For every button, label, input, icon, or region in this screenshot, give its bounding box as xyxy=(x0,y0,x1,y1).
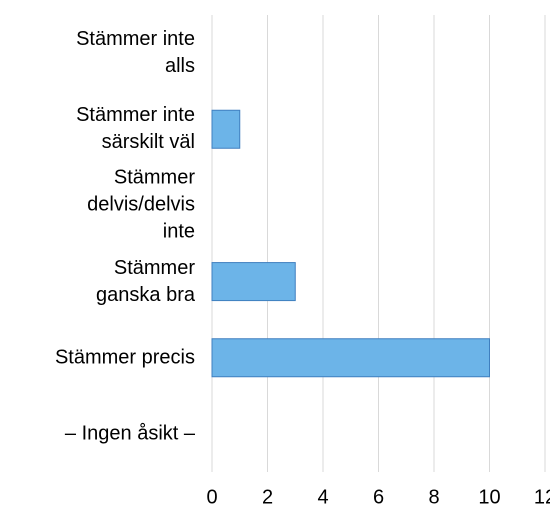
y-tick-label: Stämmer inte särskilt väl xyxy=(76,104,195,154)
x-tick-label: 2 xyxy=(262,486,273,508)
bar xyxy=(211,262,296,302)
y-tick-label: Stämmer ganska bra xyxy=(96,256,195,306)
x-tick-label: 8 xyxy=(428,486,439,508)
x-tick-label: 10 xyxy=(478,486,500,508)
x-tick-label: 0 xyxy=(206,486,217,508)
bar xyxy=(211,109,241,149)
bar xyxy=(211,338,490,378)
y-tick-label: – Ingen åsikt – xyxy=(64,422,195,445)
x-tick-label: 12 xyxy=(534,486,550,508)
x-tick-label: 6 xyxy=(373,486,384,508)
y-tick-label: Stämmer delvis/delvis inte xyxy=(87,166,195,243)
y-tick-label: Stämmer precis xyxy=(54,346,195,369)
x-tick-label: 4 xyxy=(317,486,328,508)
y-tick-label: Stämmer inte alls xyxy=(76,28,195,78)
